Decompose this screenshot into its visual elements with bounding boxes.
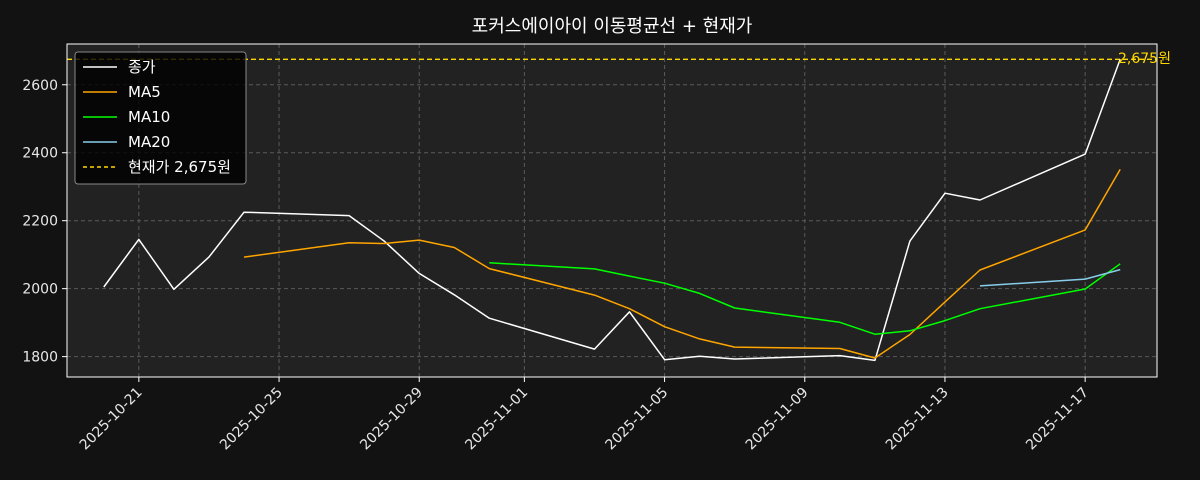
legend-label-close: 종가 — [128, 58, 156, 76]
legend-label-current-price: 현재가 2,675원 — [128, 158, 231, 176]
legend-label-ma20: MA20 — [128, 133, 170, 151]
series-lines — [103, 59, 1121, 362]
series-line-3 — [979, 268, 1121, 287]
plot-frame — [66, 43, 1158, 378]
y-tick-label: 2200 — [22, 214, 58, 230]
legend-box — [74, 51, 247, 185]
y-tick-label: 1800 — [22, 350, 58, 366]
y-axis: 1800 2000 2200 2400 2600 — [22, 78, 67, 366]
series-line-2 — [489, 262, 1121, 335]
chart-title: 포커스에이아이 이동평균선 + 현재가 — [472, 16, 753, 37]
series-line-1 — [243, 169, 1121, 359]
legend-label-ma10: MA10 — [128, 108, 170, 126]
legend: 종가 MA5 MA10 MA20 현재가 2,675원 — [74, 51, 247, 185]
y-tick-label: 2000 — [22, 282, 58, 298]
series-line-0 — [103, 59, 1121, 362]
legend-label-ma5: MA5 — [128, 83, 161, 101]
y-tick-label: 2600 — [22, 78, 58, 94]
y-tick-label: 2400 — [22, 146, 58, 162]
plot-area — [67, 44, 1157, 377]
current-price-annotation: 2,675원 — [1118, 51, 1171, 67]
